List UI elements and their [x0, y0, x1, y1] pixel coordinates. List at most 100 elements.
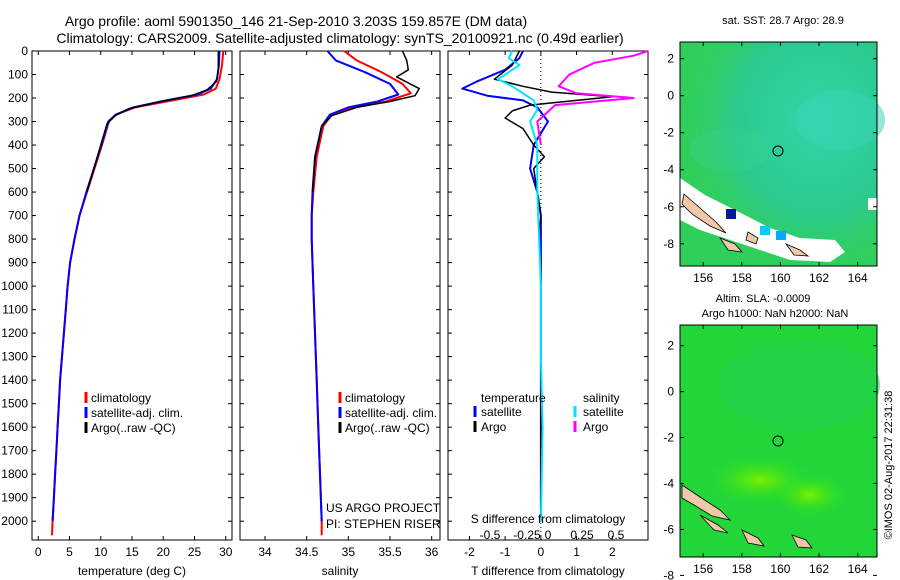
y-tick-label: 1900	[1, 491, 28, 505]
x-tick-label: 25	[188, 545, 202, 559]
y-tick-label: 0	[21, 44, 28, 58]
legend-s-satellite: satellite	[583, 405, 624, 419]
argo-location-marker	[772, 435, 784, 447]
s-difference-label: S difference from climatology	[471, 512, 626, 526]
legend-header-salinity: salinity	[583, 391, 620, 405]
legend-argo: Argo(..raw -QC)	[91, 421, 176, 435]
x-tick-label: 15	[125, 545, 139, 559]
legend-t-argo: Argo	[481, 420, 507, 434]
map-y-tick-label: -2	[663, 126, 674, 140]
difference-legend: temperature salinity satellite Argo sate…	[473, 391, 624, 434]
legend-s-argo: Argo	[583, 420, 609, 434]
y-tick-label: 900	[8, 256, 28, 270]
x-axis-label: salinity	[322, 564, 359, 578]
map-y-tick-label: -6	[663, 200, 674, 214]
series-line-s-satellite	[497, 50, 544, 522]
map-y-tick-label: -4	[663, 163, 674, 177]
legend-climatology: climatology	[345, 391, 405, 405]
s-difference-tick-label: -0.5	[480, 528, 501, 542]
difference-panel: -2 -1 0 1 2 T difference from climatology	[447, 50, 649, 578]
legend-satellite: satellite-adj. clim.	[91, 406, 183, 420]
y-tick-label: 1700	[1, 444, 28, 458]
x-axis-label: temperature (deg C)	[78, 564, 186, 578]
y-tick-label: 1200	[1, 326, 28, 340]
y-tick-label: 200	[8, 91, 28, 105]
x-axis-label: T difference from climatology	[471, 564, 625, 578]
y-tick-label: 500	[8, 162, 28, 176]
y-tick-label: 1400	[1, 373, 28, 387]
x-tick-label: 10	[94, 545, 108, 559]
x-tick-label: 1	[573, 545, 580, 559]
x-tick-label: 36	[425, 545, 439, 559]
header-line1: Argo profile: aoml 5901350_146 21-Sep-20…	[65, 13, 527, 29]
map-x-tick-label: 156	[693, 562, 713, 576]
legend-header-temperature: temperature	[481, 391, 546, 405]
map-x-tick-label: 162	[809, 271, 829, 285]
x-tick-label: 35.5	[378, 545, 402, 559]
series-line-argo	[86, 51, 220, 193]
x-tick-label: 34	[258, 545, 272, 559]
y-tick-label: 800	[8, 232, 28, 246]
s-difference-tick-label: -0.25	[513, 528, 541, 542]
map-x-tick-label: 160	[770, 562, 790, 576]
y-tick-label: 1100	[2, 303, 28, 317]
map-x-tick-label: 164	[848, 271, 868, 285]
map-x-tick-label: 162	[809, 562, 829, 576]
map-y-tick-label: 2	[667, 339, 674, 353]
sla-map: 156 158 160 162 164 2 0 -2 -4 -6 -8	[663, 324, 880, 580]
x-tick-label: 20	[157, 545, 171, 559]
map-y-tick-label: -8	[663, 237, 674, 251]
map-y-tick-label: 2	[667, 52, 674, 66]
x-tick-label: -2	[464, 545, 475, 559]
salinity-panel: 34 34.5 35 35.5 36 salinity	[239, 50, 441, 578]
x-tick-label: 0	[538, 545, 545, 559]
s-difference-tick-label: 0.5	[608, 528, 625, 542]
y-tick-label: 300	[8, 115, 28, 129]
plot-frame	[31, 50, 233, 541]
map-x-tick-label: 158	[732, 562, 752, 576]
series-line-t-satellite	[461, 50, 549, 522]
s-difference-tick-label: 0	[545, 528, 552, 542]
x-tick-label: 30	[219, 545, 233, 559]
temperature-legend: climatology satellite-adj. clim. Argo(..…	[84, 391, 183, 435]
map-y-tick-label: -8	[663, 568, 674, 580]
map-x-tick-label: 156	[693, 271, 713, 285]
x-tick-label: 35	[342, 545, 356, 559]
plot-frame	[239, 50, 441, 541]
legend-t-satellite: satellite	[481, 405, 522, 419]
legend-satellite: satellite-adj. clim.	[345, 406, 437, 420]
y-tick-label: 1000	[1, 279, 28, 293]
s-difference-ticks: -0.5 -0.25 0 0.25 0.5	[480, 528, 625, 542]
y-tick-label: 1300	[1, 350, 28, 364]
salinity-legend: climatology satellite-adj. clim. Argo(..…	[338, 391, 437, 435]
series-line-t-argo	[493, 50, 614, 522]
x-tick-label: 2	[609, 545, 616, 559]
sla-map-title-2: Argo h1000: NaN h2000: NaN	[702, 308, 849, 320]
argo-location-marker	[772, 145, 784, 157]
series-line-s-argo	[536, 50, 649, 146]
sst-map: 156 158 160 162 164 2 0 -2 -4 -6 -8	[663, 41, 885, 285]
sst-map-title: sat. SST: 28.7 Argo: 28.9	[722, 15, 844, 27]
pi-annotation: PI: STEPHEN RISER	[326, 517, 441, 531]
s-difference-tick-label: 0.25	[570, 528, 594, 542]
x-tick-label: 5	[66, 545, 73, 559]
x-tick-label: 34.5	[295, 545, 319, 559]
y-tick-label: 100	[8, 68, 28, 82]
x-tick-label: -1	[500, 545, 511, 559]
sla-map-title-1: Altim. SLA: -0.0009	[716, 293, 811, 305]
y-tick-label: 700	[8, 209, 28, 223]
map-x-tick-label: 164	[848, 562, 868, 576]
y-tick-label: 1600	[1, 420, 28, 434]
y-tick-label: 1500	[1, 397, 28, 411]
plot-frame	[447, 50, 649, 541]
map-y-tick-label: 0	[667, 385, 674, 399]
map-y-tick-label: 0	[667, 89, 674, 103]
legend-argo: Argo(..raw -QC)	[345, 421, 430, 435]
x-tick-label: 0	[35, 545, 42, 559]
legend-climatology: climatology	[91, 391, 151, 405]
side-stamp: ©IMOS 02-Aug-2017 22:31:38	[883, 391, 895, 540]
y-tick-label: 600	[8, 185, 28, 199]
header-line2: Climatology: CARS2009. Satellite-adjuste…	[56, 30, 623, 46]
y-tick-label: 2000	[1, 514, 28, 528]
